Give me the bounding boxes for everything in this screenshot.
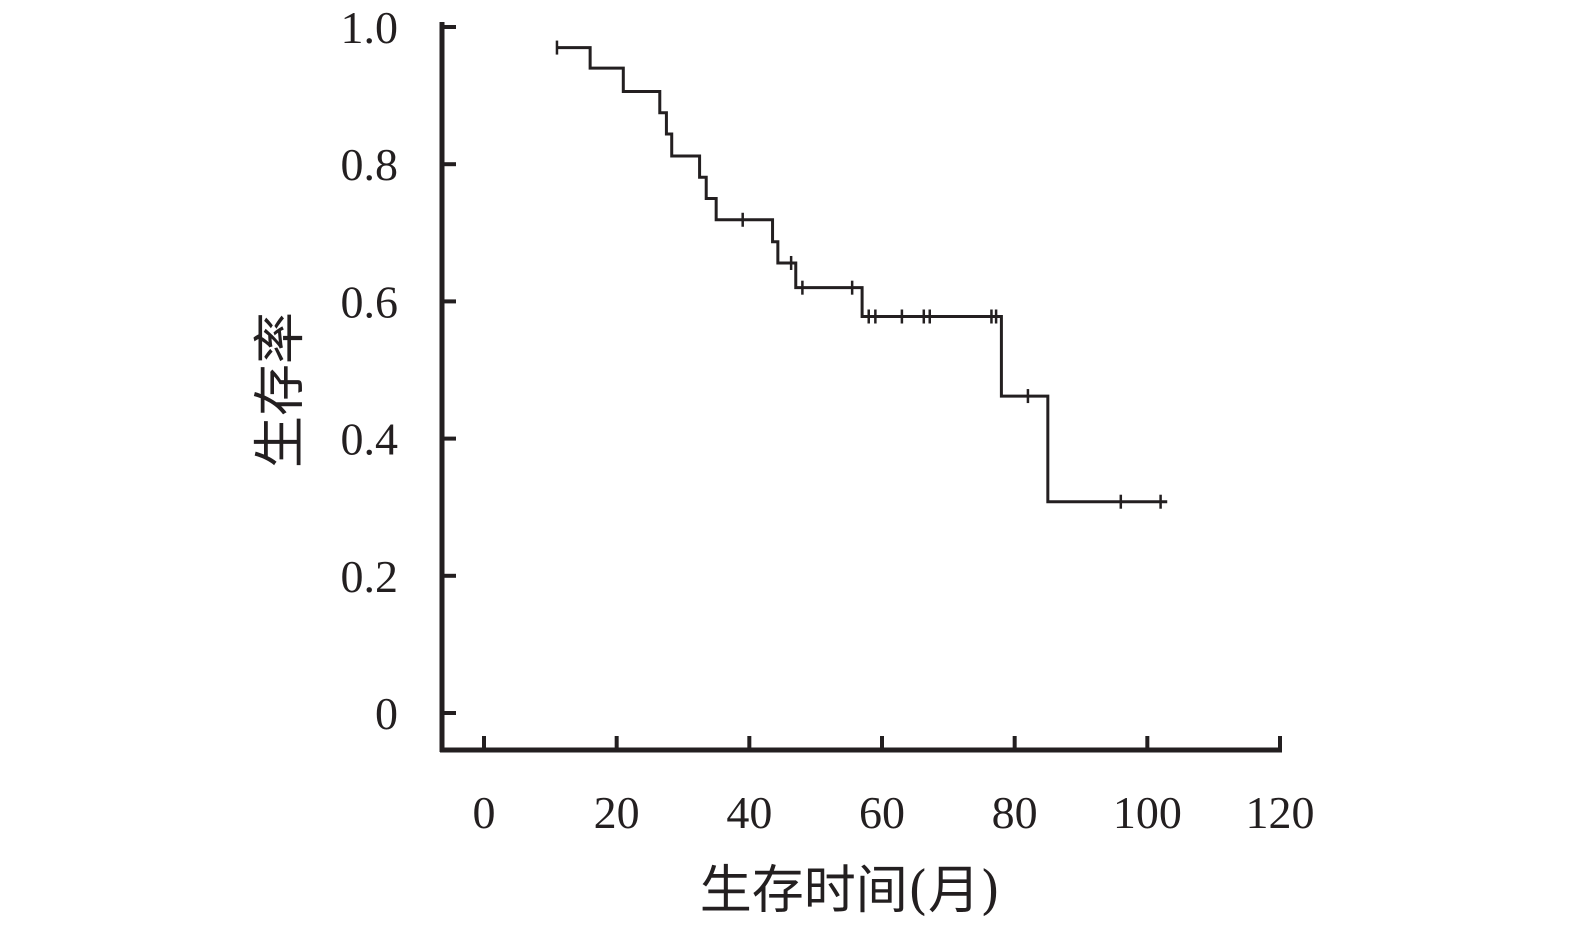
y-tick-label: 0.6 — [341, 276, 399, 327]
axes — [439, 22, 1282, 753]
y-tick-label: 0.2 — [341, 551, 399, 602]
x-tick-label: 0 — [473, 787, 496, 838]
x-axis-title: 生存时间(月) — [700, 861, 1001, 921]
censor-marks — [555, 40, 1162, 509]
x-tick-label: 100 — [1113, 787, 1182, 838]
y-ticks: 0 0.2 0.4 0.6 0.8 1.0 — [341, 2, 456, 739]
x-tick-label: 80 — [992, 787, 1038, 838]
x-tick-label: 60 — [859, 787, 905, 838]
y-tick-label: 0.4 — [341, 414, 399, 465]
x-tick-label: 120 — [1246, 787, 1315, 838]
y-tick-label: 0.8 — [341, 139, 399, 190]
x-tick-label: 20 — [594, 787, 640, 838]
y-tick-label: 1.0 — [341, 2, 399, 53]
y-axis-title: 生存率 — [251, 312, 311, 468]
survival-series — [556, 46, 1168, 504]
survival-step-line — [556, 46, 1168, 504]
y-tick-label: 0 — [375, 688, 398, 739]
x-tick-label: 40 — [726, 787, 772, 838]
x-ticks: 0 20 40 60 80 100 120 — [473, 736, 1315, 838]
